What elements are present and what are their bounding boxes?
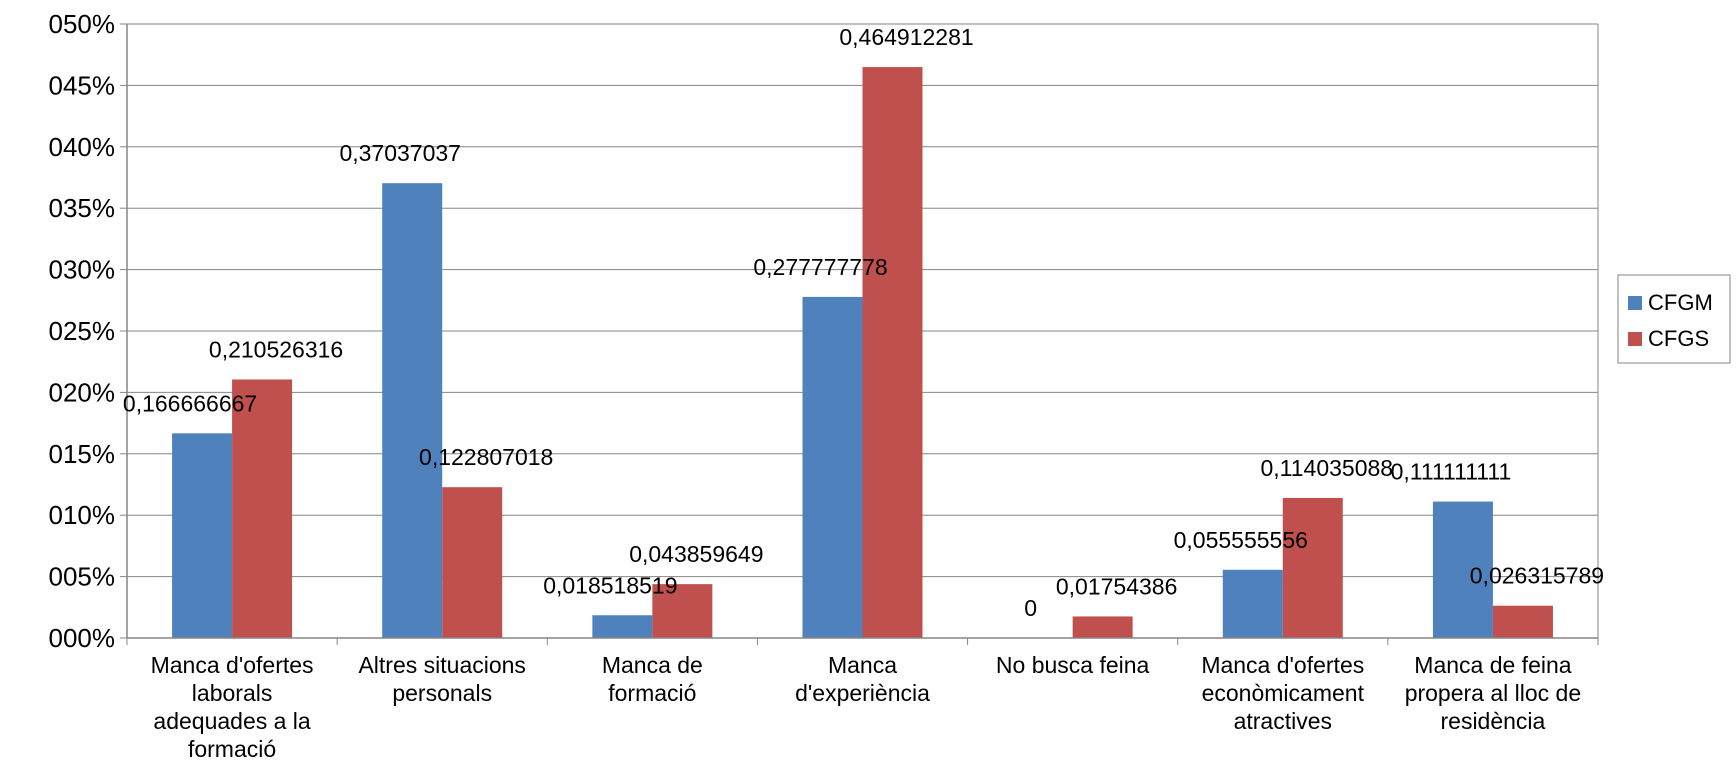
- data-labels: 0,166666667 0,37037037 0,018518519 0,277777…: [123, 24, 1604, 621]
- data-label-cfgm: 0,111111111: [1391, 459, 1512, 485]
- x-tick-label: Manca d'ofertes laborals adequades a la for…: [151, 652, 314, 762]
- bar-cfgs: [652, 584, 713, 638]
- data-label-cfgm: 0: [1024, 595, 1037, 621]
- data-label-cfgs: 0,043859649: [629, 541, 763, 567]
- x-tick-label: Manca de feina propera al lloc de residènc…: [1405, 652, 1581, 734]
- axes: [126, 23, 1599, 645]
- bar-cfgs: [1282, 497, 1343, 638]
- data-label-cfgm: 0,37037037: [339, 140, 461, 166]
- bar-cfgs: [232, 379, 293, 638]
- legend-swatch-cfgm: [1628, 296, 1642, 310]
- x-tick-label: No busca feina: [996, 652, 1150, 678]
- data-label-cfgs: 0,01754386: [1056, 573, 1178, 599]
- x-tick-label: Manca de formació: [602, 652, 703, 706]
- y-tick-label: 045%: [49, 70, 116, 100]
- bar-cfgm: [172, 433, 233, 638]
- bar-cfgs: [1072, 616, 1133, 638]
- y-tick-label: 000%: [49, 623, 116, 653]
- x-tick-label: Manca d'experiència: [795, 652, 930, 706]
- data-label-cfgm: 0,166666667: [123, 390, 257, 416]
- data-label-cfgs: 0,122807018: [419, 444, 553, 470]
- data-label-cfgs: 0,114035088: [1260, 455, 1393, 481]
- y-tick-label: 005%: [49, 562, 116, 592]
- data-label-cfgm: 0,018518519: [543, 572, 677, 598]
- bar-cfgm: [382, 183, 443, 638]
- data-label-cfgm: 0,055555556: [1174, 527, 1308, 553]
- y-tick-label: 025%: [49, 316, 116, 346]
- y-tick-label: 010%: [49, 500, 116, 530]
- data-label-cfgs: 0,026315789: [1470, 563, 1604, 589]
- data-label-cfgs: 0,464912281: [839, 24, 973, 50]
- bar-cfgm: [1432, 501, 1493, 638]
- bar-cfgm: [1222, 569, 1283, 638]
- legend-swatch-cfgs: [1628, 332, 1642, 346]
- bar-cfgs: [862, 67, 923, 639]
- data-label-cfgm: 0,277777778: [753, 254, 887, 280]
- y-tick-label: 015%: [49, 439, 116, 469]
- y-axis-ticks: 000% 005% 010% 015% 020% 025% 030% 035% 040% 045%…: [49, 9, 127, 653]
- y-tick-label: 040%: [49, 132, 116, 162]
- legend-label-cfgm: CFGM: [1648, 290, 1713, 315]
- y-tick-label: 020%: [49, 377, 116, 407]
- bars: [172, 67, 1553, 639]
- y-tick-label: 030%: [49, 255, 116, 285]
- data-label-cfgs: 0,210526316: [209, 336, 343, 362]
- y-tick-label: 035%: [49, 193, 116, 223]
- x-tick-label: Manca d'ofertes econòmicament atractives: [1201, 652, 1364, 734]
- bar-cfgs: [442, 487, 503, 638]
- bar-cfgm: [802, 296, 863, 638]
- y-tick-label: 050%: [49, 9, 116, 39]
- bar-cfgm: [592, 615, 653, 638]
- legend-box: [1617, 274, 1731, 364]
- x-axis-ticks: Manca d'ofertes laborals adequades a la for…: [151, 652, 1582, 762]
- bar-cfgs: [1492, 605, 1553, 638]
- x-tick-label: Altres situacions personals: [358, 652, 525, 706]
- legend-label-cfgs: CFGS: [1648, 326, 1709, 351]
- legend: CFGM CFGS: [1617, 274, 1731, 364]
